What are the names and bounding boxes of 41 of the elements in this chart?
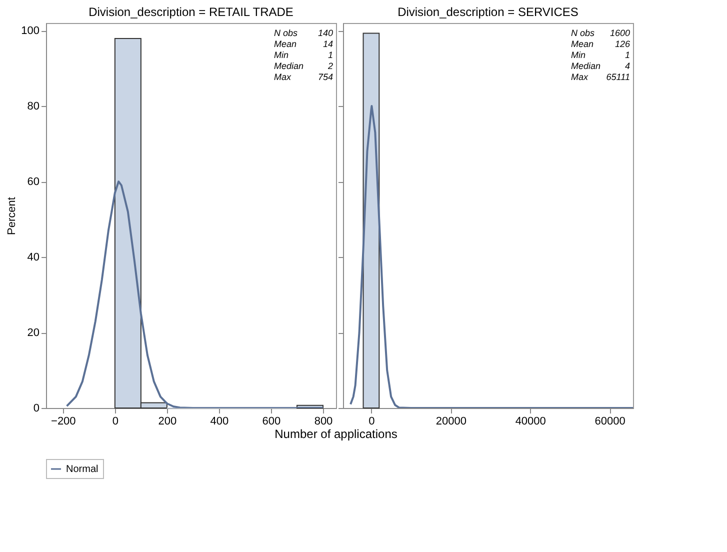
annotation: 4 [624, 61, 630, 71]
chart-title: Division_description = RETAIL TRADE [88, 5, 294, 19]
x-tick-label: 800 [314, 416, 333, 428]
annotation: 14 [322, 39, 333, 49]
x-tick-label: 60000 [594, 416, 626, 428]
x-tick-label: 0 [368, 416, 375, 428]
legend-label: Normal [66, 464, 98, 475]
x-tick-label: −200 [51, 416, 76, 428]
annotation: Median [571, 61, 601, 71]
x-tick-label: 600 [262, 416, 281, 428]
y-tick-label: 0 [33, 402, 40, 414]
x-tick-label: 20000 [436, 416, 466, 428]
x-tick-label: 400 [210, 416, 229, 428]
annotation: 65111 [606, 72, 630, 82]
annotation: Max [274, 72, 292, 82]
annotation: 140 [318, 28, 333, 38]
y-tick-label: 20 [27, 327, 40, 340]
annotation: 126 [614, 39, 630, 49]
y-tick-label: 60 [27, 176, 40, 188]
annotation: Min [274, 50, 289, 60]
annotation: 1600 [610, 28, 630, 38]
annotation: 1 [328, 50, 333, 60]
annotation: 2 [326, 61, 333, 71]
annotation: Max [571, 72, 588, 82]
chart-title: Division_description = SERVICES [398, 5, 578, 19]
y-axis-title: Percent [6, 197, 18, 235]
annotation: 754 [318, 72, 333, 82]
y-tick-label: 40 [27, 252, 40, 264]
annotation: 1 [624, 50, 630, 60]
annotation: Median [274, 61, 304, 71]
annotation: Mean [571, 39, 594, 49]
y-tick-label: 80 [27, 100, 40, 113]
x-tick-label: 0 [112, 416, 118, 428]
annotation: N obs [274, 28, 298, 38]
x-tick-label: 200 [158, 416, 177, 428]
y-tick-label: 100 [21, 25, 40, 38]
annotation: Min [571, 50, 586, 60]
annotation: Mean [274, 39, 297, 49]
x-tick-label: 40000 [515, 416, 546, 428]
x-axis-title: Number of applications [274, 427, 398, 441]
annotation: N obs [571, 28, 596, 38]
